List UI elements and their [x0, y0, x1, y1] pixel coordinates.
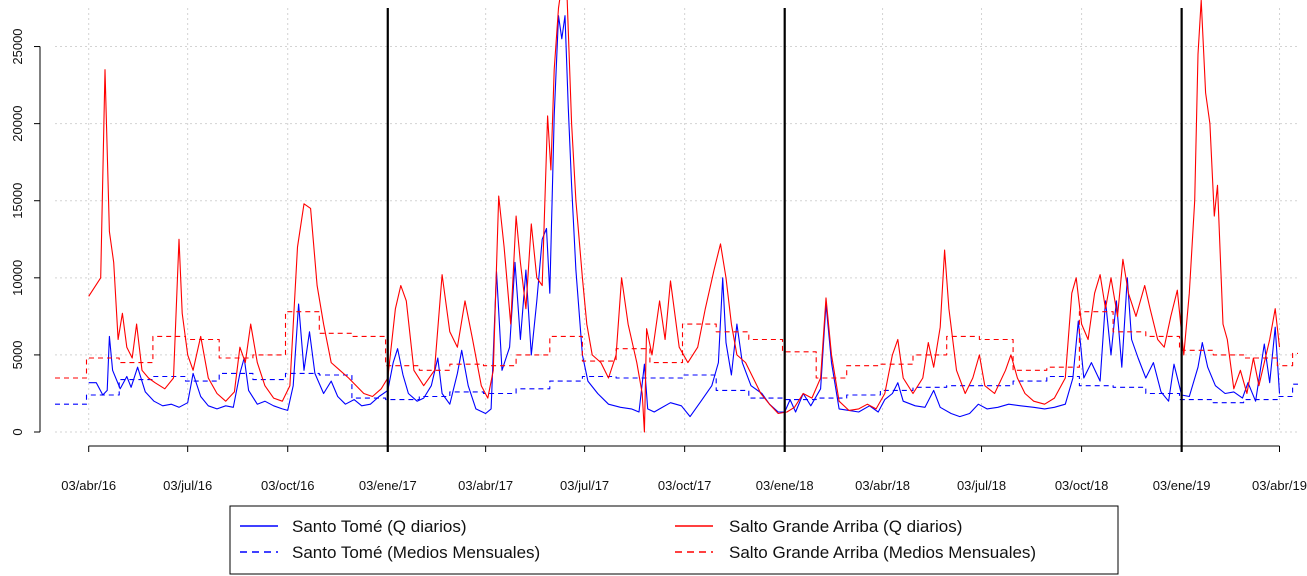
axes: 0 5000 10000 15000 20000 25000 03/abr/16 03/jul…	[10, 28, 1307, 493]
legend: Santo Tomé (Q diarios) Santo Tomé (Medio…	[229, 505, 1119, 575]
series-line-0	[88, 15, 1281, 418]
y-tick-label-0: 0	[10, 428, 25, 435]
x-tick-label-3: 03/ene/17	[359, 478, 417, 493]
x-tick-label-0: 03/abr/16	[61, 478, 116, 493]
x-tick-label-5: 03/jul/17	[560, 478, 609, 493]
y-tick-label-2: 10000	[10, 260, 25, 296]
x-tick-label-8: 03/abr/18	[855, 478, 910, 493]
x-tick-label-7: 03/ene/18	[756, 478, 814, 493]
series-line-3	[55, 311, 1298, 379]
y-tick-label-3: 15000	[10, 183, 25, 219]
series-line-1	[55, 372, 1298, 405]
legend-label-salto-grande-monthly: Salto Grande Arriba (Medios Mensuales)	[729, 543, 1036, 562]
y-tick-label-1: 5000	[10, 340, 25, 369]
x-tick-label-6: 03/oct/17	[658, 478, 712, 493]
legend-label-santo-tome-daily: Santo Tomé (Q diarios)	[292, 517, 466, 536]
legend-label-salto-grande-daily: Salto Grande Arriba (Q diarios)	[729, 517, 962, 536]
x-tick-label-2: 03/oct/16	[261, 478, 315, 493]
legend-box	[229, 505, 1119, 575]
x-tick-label-11: 03/ene/19	[1153, 478, 1211, 493]
y-tick-label-5: 25000	[10, 28, 25, 64]
x-tick-label-10: 03/oct/18	[1055, 478, 1109, 493]
series-lines	[55, 0, 1298, 433]
x-tick-label-12: 03/abr/19	[1252, 478, 1307, 493]
year-separators	[386, 8, 1183, 452]
series-line-2	[88, 0, 1281, 433]
x-tick-label-4: 03/abr/17	[458, 478, 513, 493]
x-tick-label-9: 03/jul/18	[957, 478, 1006, 493]
legend-label-santo-tome-monthly: Santo Tomé (Medios Mensuales)	[292, 543, 540, 562]
x-tick-label-1: 03/jul/16	[163, 478, 212, 493]
y-tick-label-4: 20000	[10, 106, 25, 142]
